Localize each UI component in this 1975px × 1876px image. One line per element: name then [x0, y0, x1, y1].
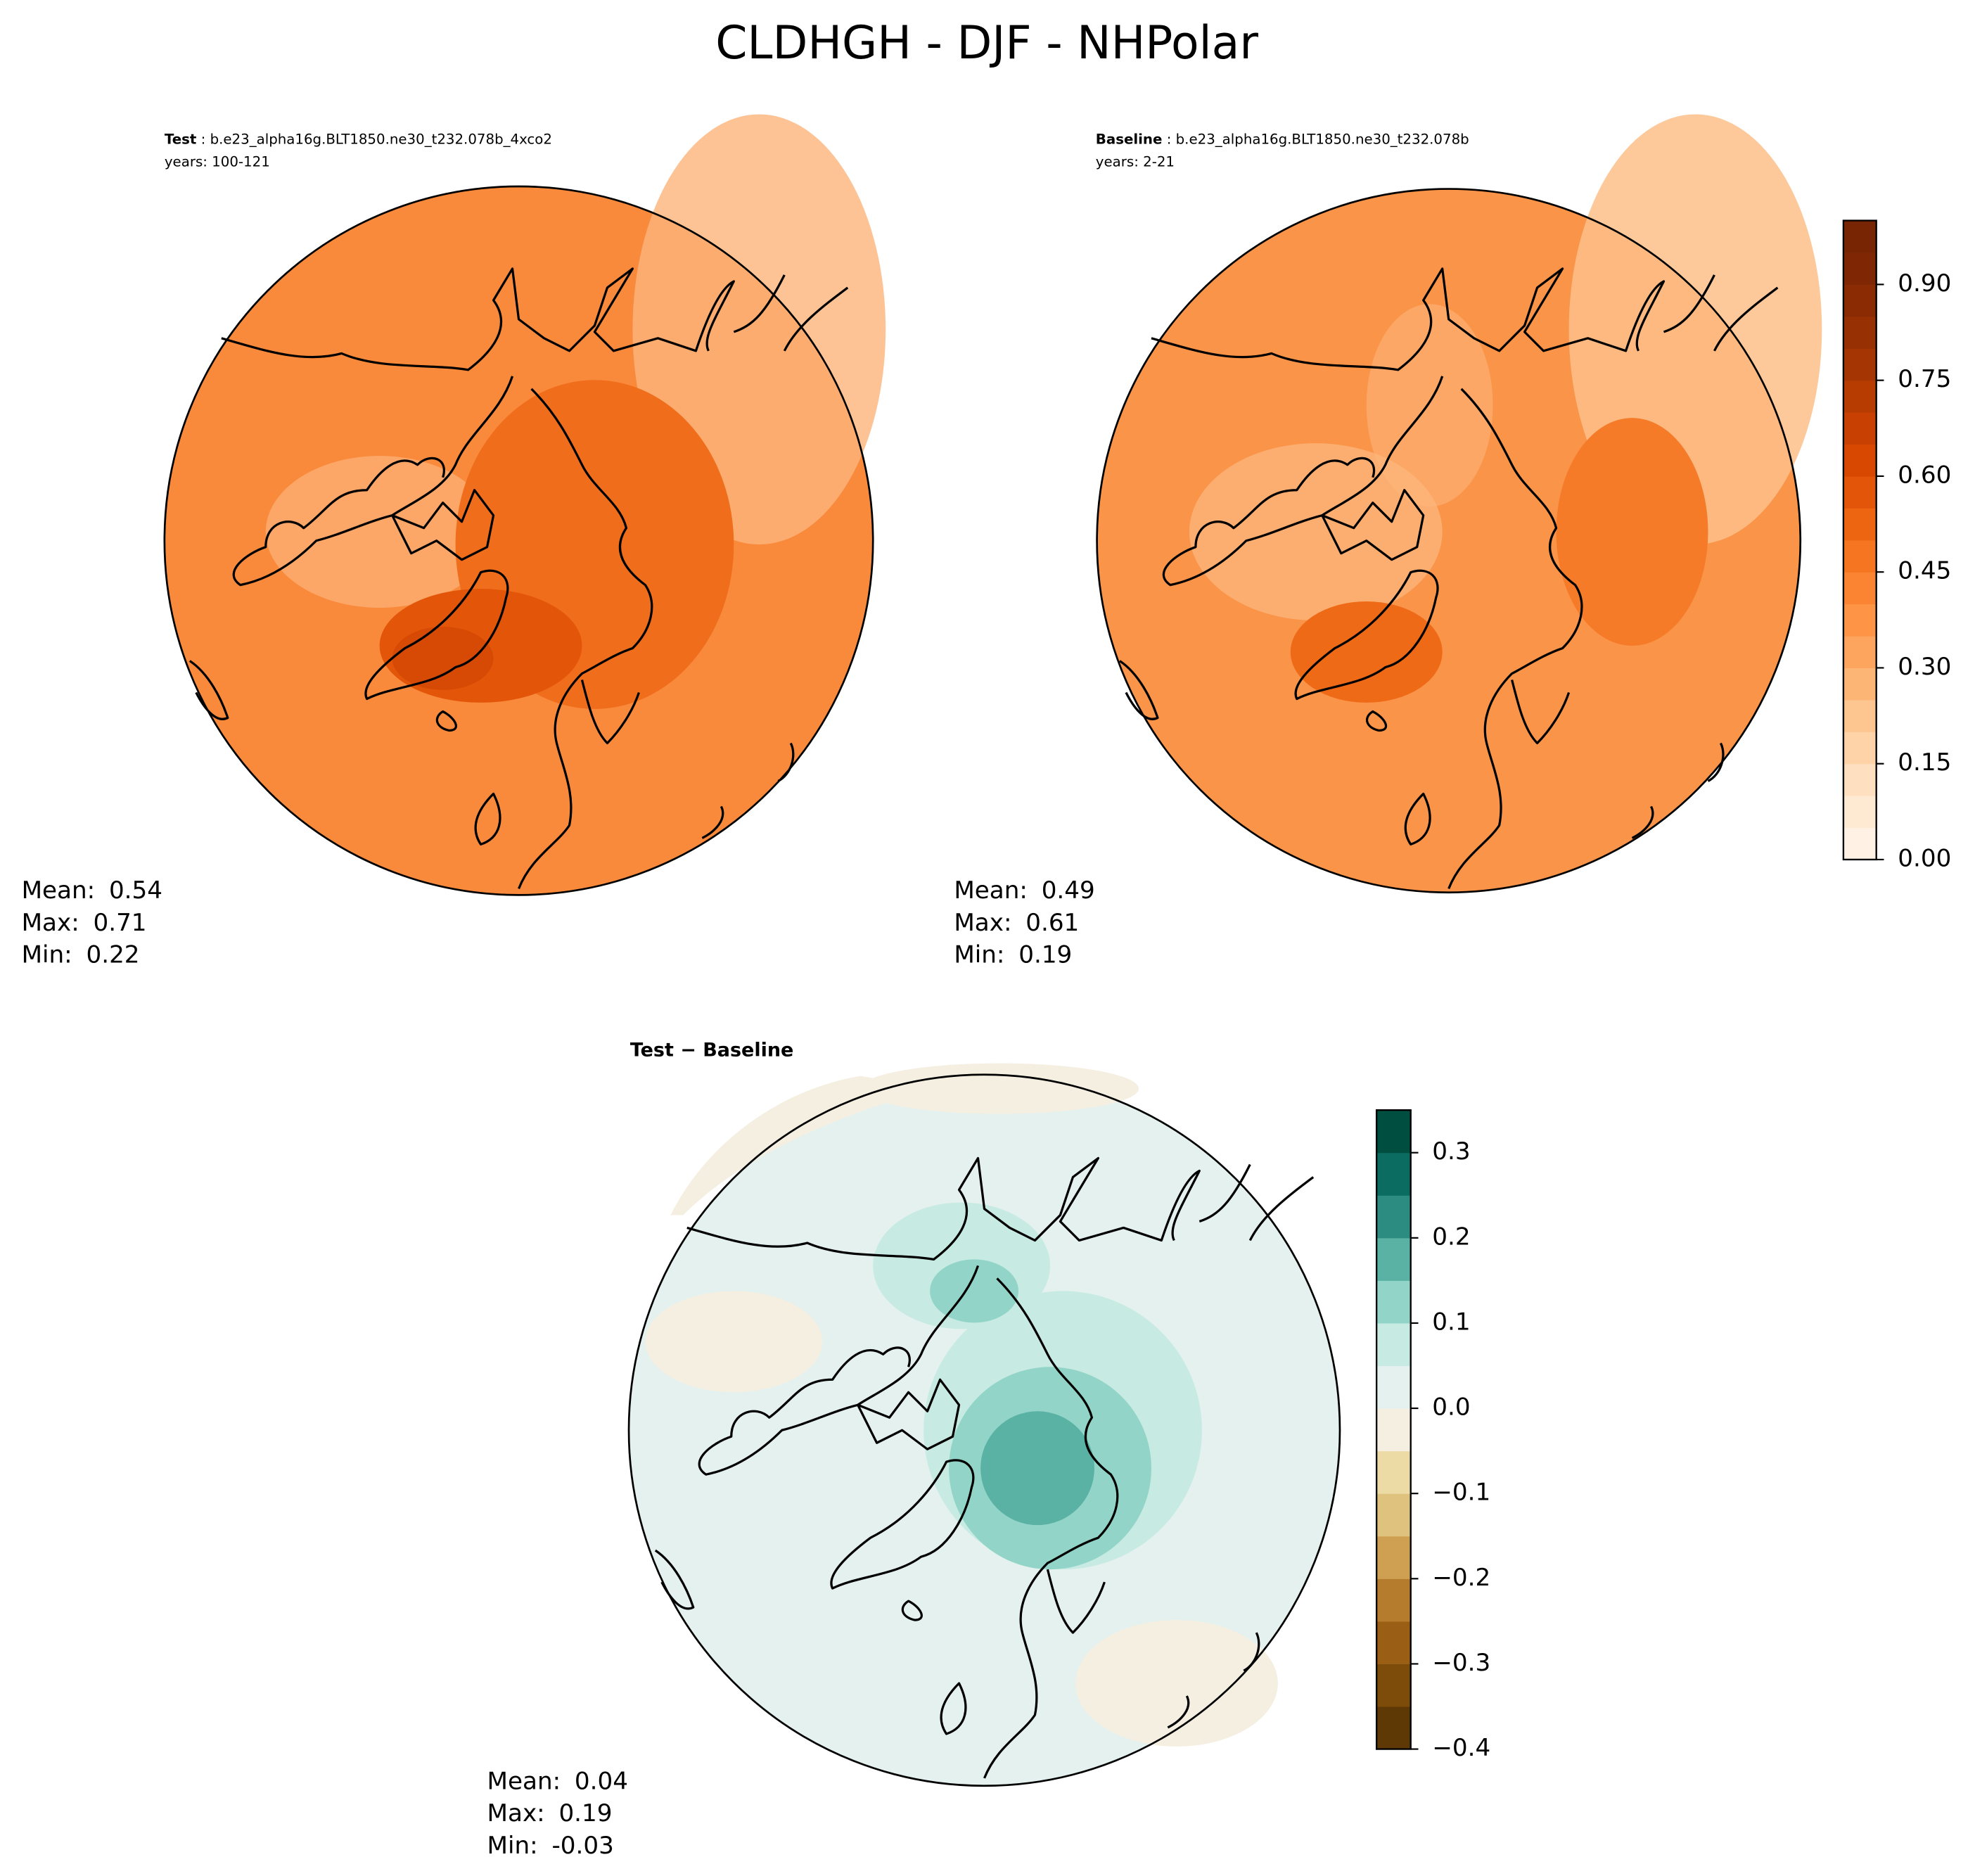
stat-label: Mean:	[487, 1767, 561, 1795]
colorbar-band	[1843, 508, 1877, 541]
colorbar-band	[1843, 763, 1877, 796]
colorbar-band	[1843, 220, 1877, 253]
figure-title: CLDHGH - DJF - NHPolar	[715, 17, 1258, 70]
stat-label: Min:	[487, 1832, 538, 1860]
colorbar-band	[1376, 1110, 1411, 1154]
colorbar-band	[1376, 1408, 1411, 1452]
colorbar-band	[1376, 1664, 1411, 1707]
colorbar-band	[1843, 604, 1877, 637]
panel-label: Test − Baseline	[630, 1039, 793, 1061]
colorbar-tick-label: 0.60	[1898, 461, 1951, 489]
colorbar-band	[1376, 1536, 1411, 1579]
colorbar-tick-label: 0.45	[1898, 557, 1951, 585]
colorbar-band	[1843, 636, 1877, 668]
stat: Min: 0.19	[954, 940, 1072, 969]
panel-title: Test : b.e23_alpha16g.BLT1850.ne30_t232.…	[165, 131, 552, 147]
stat-label: Min:	[954, 940, 1004, 969]
panel-label: Baseline	[1096, 131, 1163, 147]
colorbar-tick-label: −0.3	[1432, 1649, 1490, 1677]
stat-value: 0.54	[109, 876, 162, 904]
colorbar-band	[1376, 1322, 1411, 1367]
colorbar-tick-label: 0.0	[1432, 1393, 1470, 1422]
stat-label: Max:	[487, 1799, 545, 1827]
stat: Max: 0.71	[22, 908, 147, 936]
panel-subtitle-separator: :	[196, 131, 210, 147]
colorbar-band	[1843, 284, 1877, 317]
colorbar-band	[1376, 1621, 1411, 1664]
colorbar-tick-label: 0.00	[1898, 844, 1951, 872]
map-boundary	[163, 185, 874, 896]
stat: Max: 0.61	[954, 908, 1079, 936]
stat-value: 0.49	[1042, 876, 1095, 904]
colorbar-band	[1376, 1365, 1411, 1409]
colorbar-band	[1843, 316, 1877, 349]
stat-value: 0.61	[1025, 908, 1079, 936]
panel-subtitle-separator: :	[1162, 131, 1175, 147]
colorbar-band	[1843, 380, 1877, 413]
colorbar-band	[1843, 796, 1877, 829]
stat-value: 0.04	[575, 1767, 628, 1795]
colorbar-tick-label: 0.30	[1898, 653, 1951, 681]
colorbar-tick-label: 0.75	[1898, 365, 1951, 393]
panel-subtitle: b.e23_alpha16g.BLT1850.ne30_t232.078b	[1176, 131, 1469, 147]
colorbar-band	[1843, 252, 1877, 285]
colorbar-tick-label: 0.2	[1432, 1223, 1470, 1251]
colorbar-band	[1376, 1450, 1411, 1494]
colorbar-band	[1843, 348, 1877, 381]
colorbar-tick-label: −0.4	[1432, 1734, 1490, 1762]
stat: Min: -0.03	[487, 1832, 614, 1860]
map-boundary	[1096, 188, 1802, 894]
colorbar-frame	[1375, 1109, 1412, 1750]
stat: Min: 0.22	[22, 940, 140, 969]
panel-title: Baseline : b.e23_alpha16g.BLT1850.ne30_t…	[1096, 131, 1469, 147]
panel-title: Test − Baseline	[630, 1039, 793, 1061]
field-test	[164, 114, 886, 895]
stat: Max: 0.19	[487, 1799, 613, 1827]
stat: Mean: 0.49	[954, 876, 1094, 904]
stat-label: Mean:	[22, 876, 96, 904]
colorbar-tick-label: 0.1	[1432, 1308, 1470, 1336]
colorbar-tick-label: 0.15	[1898, 748, 1951, 777]
colorbar-band	[1376, 1280, 1411, 1324]
colorbar-band	[1376, 1237, 1411, 1281]
colorbar-band	[1376, 1493, 1411, 1537]
stat-value: 0.22	[86, 940, 139, 969]
stat-label: Min:	[22, 940, 72, 969]
stat: Mean: 0.54	[22, 876, 162, 904]
colorbar-tick-label: 0.90	[1898, 269, 1951, 298]
colorbar-tick-label: 0.3	[1432, 1137, 1470, 1166]
panel-years: years: 100-121	[165, 153, 270, 170]
panel-years: years: 2-21	[1096, 153, 1175, 170]
colorbar-tick-label: −0.2	[1432, 1564, 1490, 1592]
stat-label: Max:	[22, 908, 79, 936]
colorbar-band	[1843, 444, 1877, 477]
colorbar-band	[1843, 827, 1877, 860]
stat-label: Mean:	[954, 876, 1028, 904]
colorbar-band	[1843, 412, 1877, 445]
colorbar-band	[1376, 1195, 1411, 1239]
field-baseline	[1097, 114, 1822, 893]
colorbar-band	[1376, 1152, 1411, 1196]
stat-value: 0.19	[1018, 940, 1072, 969]
field-difference	[629, 1063, 1340, 1786]
colorbar-frame	[1842, 219, 1877, 861]
colorbar-band	[1843, 699, 1877, 732]
map-boundary	[627, 1073, 1341, 1787]
stat-value: -0.03	[551, 1832, 613, 1860]
colorbar-band	[1376, 1706, 1411, 1750]
stat: Mean: 0.04	[487, 1767, 628, 1795]
panel-label: Test	[165, 131, 196, 147]
colorbar-band	[1376, 1578, 1411, 1622]
stat-value: 0.71	[93, 908, 146, 936]
panel-subtitle: b.e23_alpha16g.BLT1850.ne30_t232.078b_4x…	[210, 131, 552, 147]
stat-value: 0.19	[558, 1799, 612, 1827]
colorbar-band	[1843, 572, 1877, 605]
colorbar-band	[1843, 668, 1877, 701]
colorbar-band	[1843, 540, 1877, 573]
stat-label: Max:	[954, 908, 1011, 936]
colorbar-band	[1843, 476, 1877, 509]
colorbar-tick-label: −0.1	[1432, 1479, 1490, 1507]
colorbar-band	[1843, 732, 1877, 765]
